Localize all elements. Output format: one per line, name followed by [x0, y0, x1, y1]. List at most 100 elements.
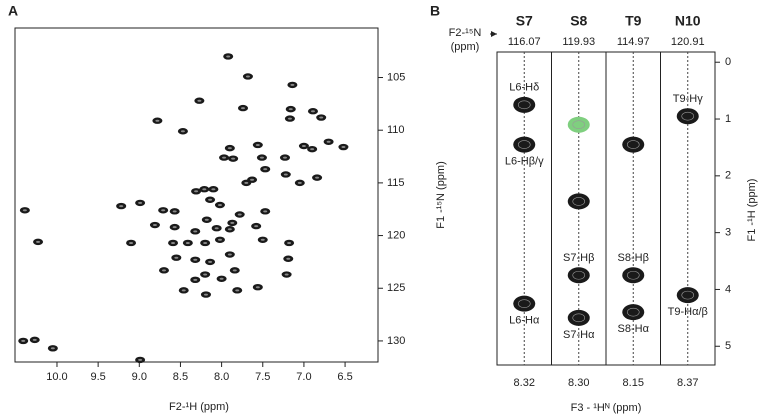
cross-peak: [567, 193, 590, 210]
peak-label: L6-Hδ: [509, 82, 539, 94]
peak-contour: [517, 100, 531, 110]
peak-contour: [263, 168, 268, 171]
peak-contour: [204, 218, 209, 221]
peak-contour: [32, 338, 37, 341]
peak-contour: [161, 209, 166, 212]
peak-contour: [194, 190, 199, 193]
peak-contour: [174, 256, 179, 259]
y-tick-label: 105: [387, 71, 405, 83]
peak-contour: [138, 358, 143, 361]
peak-contour: [245, 75, 250, 78]
cross-peak: [676, 108, 699, 125]
strip-name: S8: [570, 13, 587, 29]
y-tick-label: 130: [387, 335, 405, 347]
h-shift: 8.15: [623, 377, 644, 389]
peak-contour: [138, 201, 143, 204]
peak-contour: [227, 253, 232, 256]
peak-contour: [22, 209, 27, 212]
peak-contour: [259, 156, 264, 159]
peak-contour: [244, 181, 249, 184]
peak-label: L6-Hβ/γ: [505, 155, 544, 167]
y-tick-label: 125: [387, 282, 405, 294]
peak-contour: [214, 227, 219, 230]
peak-contour: [681, 111, 695, 121]
peak-contour: [180, 130, 185, 133]
peak-contour: [310, 148, 315, 151]
strip-name: S7: [516, 13, 533, 29]
x-tick-label: 7.5: [255, 371, 270, 383]
peak-label: S7-Hα: [563, 329, 595, 341]
peak-contour: [208, 198, 213, 201]
peak-contour: [282, 156, 287, 159]
peak-contour: [341, 146, 346, 149]
cross-peak: [513, 136, 536, 153]
peak-contour: [326, 140, 331, 143]
peak-contour: [119, 205, 124, 208]
peak-contour: [255, 143, 260, 146]
y-tick-label: 5: [725, 340, 731, 352]
peak-contour: [297, 181, 302, 184]
peak-contour: [235, 289, 240, 292]
y-tick-label: 110: [387, 124, 405, 136]
x-tick-label: 8.5: [173, 371, 188, 383]
cross-peak: [567, 267, 590, 284]
peak-contour: [172, 226, 177, 229]
peak-contour: [626, 307, 640, 317]
y-axis-label: F1 -¹⁵N (ppm): [435, 161, 447, 229]
peak-contour: [626, 270, 640, 280]
peak-contour: [50, 347, 55, 350]
peak-contour: [231, 157, 236, 160]
peak-label: S7-Hβ: [563, 252, 594, 264]
peak-contour: [155, 119, 160, 122]
peak-contour: [217, 204, 222, 207]
peak-contour: [287, 117, 292, 120]
cross-peak: [567, 116, 590, 133]
peak-contour: [572, 270, 586, 280]
peak-contour: [517, 299, 531, 308]
peak-contour: [286, 257, 291, 260]
peak-contour: [152, 224, 157, 227]
peak-contour: [227, 147, 232, 150]
peak-contour: [287, 241, 292, 244]
peak-contour: [202, 188, 207, 191]
n-shift: 120.91: [671, 36, 705, 48]
peak-contour: [197, 99, 202, 102]
peak-contour: [572, 120, 586, 130]
peak-contour: [185, 241, 190, 244]
peak-contour: [203, 273, 208, 276]
peak-contour: [193, 278, 198, 281]
peak-contour: [288, 108, 293, 111]
peak-contour: [226, 55, 231, 58]
peak-contour: [681, 290, 695, 300]
peak-contour: [232, 269, 237, 272]
peak-contour: [260, 238, 265, 241]
strip-name: T9: [625, 13, 642, 29]
peak-contour: [219, 277, 224, 280]
peak-contour: [129, 241, 134, 244]
peak-contour: [208, 260, 213, 263]
h-shift: 8.32: [514, 377, 535, 389]
peak-contour: [283, 173, 288, 176]
peak-label: S8-Hβ: [618, 252, 649, 264]
y-axis-label: F1 -¹H (ppm): [746, 179, 758, 242]
peak-contour: [211, 188, 216, 191]
h-shift: 8.37: [677, 377, 698, 389]
y-tick-label: 120: [387, 229, 405, 241]
peak-contour: [250, 178, 255, 181]
n-shift: 116.07: [508, 36, 541, 48]
peak-label: T9-Hα/β: [668, 306, 708, 318]
h-shift: 8.30: [568, 377, 589, 389]
peak-contour: [319, 116, 324, 119]
peak-contour: [161, 269, 166, 272]
n-axis-unit: (ppm): [451, 41, 480, 53]
strip-name: N10: [675, 13, 701, 29]
panel-label: B: [430, 3, 440, 19]
peak-contour: [315, 176, 320, 179]
peak-contour: [517, 140, 531, 149]
peak-contour: [217, 238, 222, 241]
peak-contour: [227, 228, 232, 231]
peak-contour: [21, 339, 26, 342]
x-tick-label: 10.0: [46, 371, 67, 383]
